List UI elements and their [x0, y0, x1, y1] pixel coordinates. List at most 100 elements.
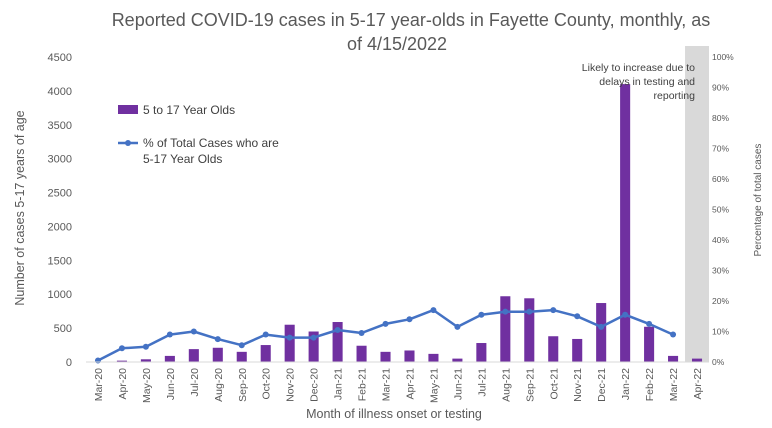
line-point: [118, 345, 125, 352]
y-tick-label: 3000: [48, 154, 72, 166]
line-point: [646, 320, 653, 327]
x-tick-label: Mar-21: [381, 368, 393, 401]
x-tick-label: Mar-20: [93, 368, 105, 401]
chart-title-line: Reported COVID-19 cases in 5-17 year-old…: [112, 10, 711, 30]
x-tick-label: May-21: [428, 368, 440, 403]
y2-tick-label: 100%: [712, 52, 734, 62]
chart-title-line: of 4/15/2022: [347, 34, 447, 54]
bar: [476, 343, 487, 362]
line-point: [286, 334, 293, 341]
line-point: [478, 311, 485, 318]
line-point: [454, 323, 461, 330]
x-tick-label: Aug-21: [500, 368, 512, 402]
y-tick-label: 500: [54, 323, 72, 335]
line-point: [670, 331, 677, 338]
x-tick-label: Jul-21: [476, 368, 488, 397]
bar: [236, 351, 247, 362]
y2-tick-label: 60%: [712, 174, 729, 184]
bar: [691, 358, 703, 362]
shaded-region-layer: [685, 46, 709, 362]
x-tick-label: Apr-22: [692, 368, 704, 400]
y-tick-label: 2000: [48, 221, 72, 233]
bar: [572, 338, 583, 362]
x-tick-label: Jan-21: [333, 368, 345, 400]
x-tick-label: Jun-21: [452, 368, 464, 400]
bars-layer: [92, 84, 703, 362]
y-axis-title: Number of cases 5-17 years of age: [13, 110, 27, 305]
legend-swatch-bars: [118, 105, 138, 114]
bar: [140, 359, 151, 362]
y2-tick-label: 20%: [712, 296, 729, 306]
bar: [548, 336, 559, 362]
x-tick-label: Apr-21: [404, 368, 416, 400]
line-point: [334, 326, 341, 333]
x-axis-title: Month of illness onset or testing: [306, 407, 482, 421]
x-tick-label: May-20: [141, 368, 153, 403]
x-tick-label: Sep-20: [237, 368, 249, 402]
line-point: [142, 343, 149, 350]
line-point: [502, 308, 509, 315]
line-point: [358, 330, 365, 337]
bar: [644, 326, 655, 362]
bar: [260, 345, 271, 362]
y2-tick-label: 50%: [712, 205, 729, 215]
legend-marker-line: [125, 140, 131, 146]
x-tick-label: Nov-21: [572, 368, 584, 402]
y-tick-label: 2500: [48, 188, 72, 200]
bar: [164, 355, 175, 362]
bar: [500, 296, 511, 362]
annotation-line: reporting: [654, 90, 696, 102]
y2-tick-label: 30%: [712, 266, 729, 276]
annotation-line: delays in testing and: [599, 76, 695, 88]
bar: [116, 360, 127, 362]
y2-tick-label: 40%: [712, 235, 729, 245]
x-tick-label: Jul-20: [189, 368, 201, 397]
y-tick-label: 4500: [48, 52, 72, 64]
bar: [212, 347, 223, 362]
line-point: [550, 307, 557, 314]
x-tick-label: Nov-20: [285, 368, 297, 402]
bar: [332, 322, 343, 362]
x-tick-label: Feb-21: [357, 368, 369, 401]
legend-label-line: % of Total Cases who are: [143, 136, 279, 150]
line-point: [574, 313, 581, 320]
bar: [452, 358, 463, 362]
x-tick-label: Oct-20: [261, 368, 273, 400]
annotation-line: Likely to increase due to: [582, 62, 695, 74]
bar: [284, 324, 295, 362]
line-point: [238, 342, 245, 349]
line-point: [430, 307, 437, 314]
x-tick-label: Jan-22: [620, 368, 632, 400]
bar: [404, 350, 415, 362]
y-tick-label: 3500: [48, 120, 72, 132]
line-point: [598, 323, 605, 330]
x-tick-label: Oct-21: [548, 368, 560, 400]
bar: [308, 331, 319, 362]
line-point: [310, 334, 317, 341]
x-tick-label: Sep-21: [524, 368, 536, 402]
x-tick-label: Jun-20: [165, 368, 177, 400]
shaded-incomplete-month: [685, 46, 709, 362]
legend-label-bars: 5 to 17 Year Olds: [143, 103, 235, 117]
text-layer: Reported COVID-19 cases in 5-17 year-old…: [13, 10, 764, 421]
line-point: [406, 316, 413, 323]
y-tick-label: 1000: [48, 289, 72, 301]
bar: [620, 84, 631, 362]
y2-tick-label: 0%: [712, 357, 725, 367]
line-point: [526, 308, 533, 315]
y-tick-label: 1500: [48, 255, 72, 267]
line-point: [94, 357, 101, 364]
line-point: [262, 331, 269, 338]
line-point: [190, 328, 197, 335]
bar: [356, 345, 367, 362]
bar: [188, 349, 199, 362]
legend-label-line: 5-17 Year Olds: [143, 152, 222, 166]
y-tick-label: 0: [66, 357, 72, 369]
x-tick-label: Mar-22: [668, 368, 680, 401]
line-layer: [94, 307, 677, 364]
x-tick-label: Feb-22: [644, 368, 656, 401]
line-point: [382, 320, 389, 327]
y2-tick-label: 70%: [712, 144, 729, 154]
